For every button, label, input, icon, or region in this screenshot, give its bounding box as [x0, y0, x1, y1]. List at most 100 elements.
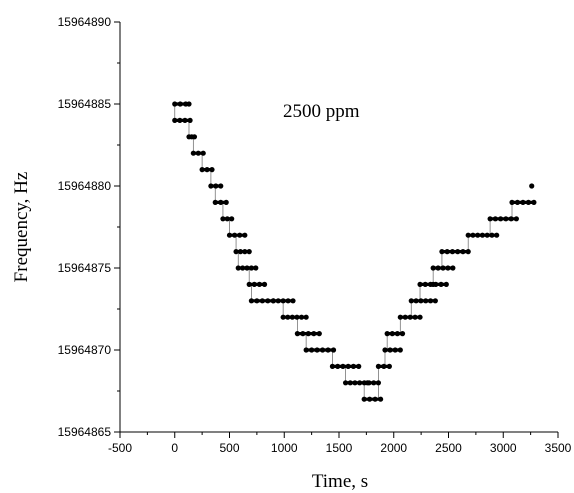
data-point: [244, 265, 250, 271]
data-point: [303, 314, 309, 320]
data-point: [345, 363, 351, 369]
data-point: [285, 298, 291, 304]
data-point: [503, 216, 509, 222]
data-point: [352, 380, 358, 386]
data-point: [440, 265, 446, 271]
x-axis-title: Time, s: [312, 471, 368, 492]
data-point: [325, 347, 331, 353]
data-series: [172, 101, 537, 402]
data-point: [342, 380, 349, 386]
data-point: [232, 232, 238, 238]
data-point: [186, 101, 192, 107]
data-point: [265, 298, 271, 304]
y-tick-label: 15964865: [58, 425, 112, 439]
data-point: [489, 232, 495, 238]
data-point: [256, 281, 263, 287]
data-point: [394, 331, 400, 337]
data-point: [367, 396, 373, 402]
data-point: [372, 396, 378, 402]
data-point: [520, 199, 526, 205]
data-point: [294, 314, 300, 320]
data-point: [330, 347, 337, 353]
data-point: [235, 265, 241, 271]
y-tick-label: 15964890: [58, 15, 112, 29]
data-point: [455, 249, 461, 255]
data-point: [375, 363, 382, 369]
y-axis-title: Frequency, Hz: [11, 172, 32, 283]
data-point: [229, 216, 235, 222]
data-point: [449, 249, 456, 255]
data-point: [443, 281, 449, 287]
data-point: [470, 232, 476, 238]
data-point: [412, 314, 418, 320]
data-point: [375, 380, 382, 386]
data-point: [418, 298, 424, 304]
data-point: [177, 117, 183, 123]
data-point: [529, 183, 535, 189]
x-tick-label: 1000: [271, 441, 298, 455]
data-point: [381, 363, 387, 369]
data-point: [364, 380, 371, 386]
data-point: [280, 314, 286, 320]
data-point: [494, 232, 500, 238]
data-point: [311, 331, 317, 337]
x-ticks: -500 0 500 1000 1500 2000 2500 3000 3500: [108, 432, 572, 455]
data-point: [172, 117, 178, 123]
data-point: [350, 363, 357, 369]
data-point: [399, 331, 406, 337]
data-point: [270, 298, 276, 304]
data-point: [378, 396, 384, 402]
data-point: [492, 216, 498, 222]
y-tick-label: 15964885: [58, 97, 112, 111]
data-point: [213, 183, 219, 189]
data-point: [254, 298, 260, 304]
plot-frame: [119, 22, 558, 433]
data-point: [438, 281, 444, 287]
data-point: [204, 167, 210, 173]
data-point: [289, 314, 295, 320]
data-point: [484, 232, 490, 238]
data-point: [439, 249, 445, 255]
y-tick-label: 15964875: [58, 261, 112, 275]
data-point: [430, 265, 436, 271]
data-point: [513, 216, 519, 222]
data-point: [498, 216, 504, 222]
x-tick-label: 0: [171, 441, 178, 455]
y-ticks: 15964865 15964870 15964875 15964880 15964885…: [58, 15, 120, 439]
data-point: [460, 249, 466, 255]
data-point: [218, 199, 224, 205]
data-point: [445, 265, 451, 271]
data-point: [316, 331, 322, 337]
data-point: [319, 347, 326, 353]
data-point: [191, 134, 198, 140]
y-tick-label: 15964870: [58, 343, 112, 357]
data-point: [371, 380, 377, 386]
data-point: [435, 265, 441, 271]
data-point: [305, 331, 311, 337]
data-point: [397, 347, 403, 353]
data-point: [386, 363, 392, 369]
data-point: [190, 150, 196, 156]
data-point: [340, 363, 346, 369]
data-point: [531, 199, 537, 205]
data-point: [300, 331, 306, 337]
data-point: [199, 167, 205, 173]
data-point: [514, 199, 521, 205]
x-tick-label: 3500: [545, 441, 572, 455]
data-point: [226, 232, 233, 238]
data-point: [172, 101, 178, 107]
data-point: [384, 331, 390, 337]
data-point: [402, 314, 408, 320]
data-point: [200, 150, 206, 156]
data-point: [233, 249, 239, 255]
data-point: [413, 298, 419, 304]
data-point: [285, 314, 291, 320]
data-point: [248, 298, 254, 304]
data-point: [237, 249, 244, 255]
data-point: [212, 199, 218, 205]
data-point: [280, 298, 286, 304]
data-point: [246, 281, 252, 287]
data-point: [525, 199, 532, 205]
data-point: [347, 380, 353, 386]
data-point: [220, 216, 226, 222]
